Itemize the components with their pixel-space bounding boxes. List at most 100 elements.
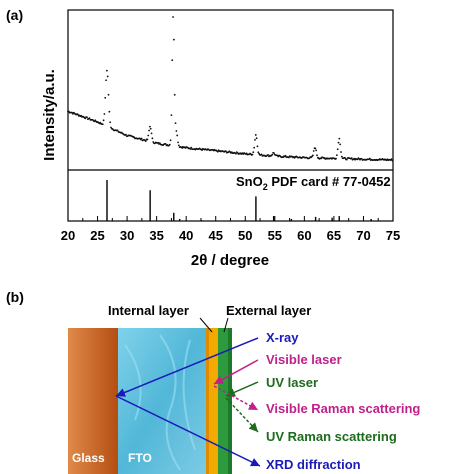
data-point [339, 143, 342, 146]
data-point [144, 140, 147, 143]
x-tick-label: 65 [327, 228, 341, 243]
data-point [140, 137, 143, 140]
x-ticks [67, 216, 394, 221]
data-point [316, 154, 318, 157]
data-point [257, 151, 260, 154]
data-point [335, 157, 337, 160]
xrd-beam [115, 395, 261, 467]
data-point [172, 38, 175, 41]
data-point [345, 158, 348, 161]
data-point [149, 125, 151, 128]
data-point [148, 129, 150, 132]
x-tick-label: 50 [238, 228, 252, 243]
data-point [252, 151, 255, 154]
data-point [104, 96, 107, 99]
data-point [94, 119, 97, 122]
data-point [350, 157, 353, 160]
external-layer-edge [228, 328, 232, 474]
uv-raman-beam [225, 397, 259, 433]
data-point [103, 113, 106, 115]
data-point [105, 69, 108, 72]
x-tick-label: 55 [268, 228, 282, 243]
data-point [174, 122, 177, 125]
data-point [201, 149, 203, 151]
data-point [273, 152, 275, 155]
internal-layer-label: Internal layer [108, 303, 189, 318]
data-point [254, 139, 256, 141]
data-point [312, 150, 315, 152]
data-point [107, 93, 110, 96]
data-point [190, 146, 193, 149]
x-tick-label: 60 [297, 228, 311, 243]
data-point [336, 148, 339, 151]
plot-frame [67, 9, 394, 222]
x-tick-label: 35 [149, 228, 163, 243]
data-point [267, 154, 270, 156]
data-point [176, 134, 179, 137]
ref-subscript: 2 [263, 182, 268, 192]
data-point [175, 130, 178, 132]
data-point [164, 143, 167, 145]
visible-raman-beam [213, 385, 259, 411]
data-point [125, 133, 127, 136]
reference-card-label: SnO2 PDF card # 77-0452 [236, 174, 391, 192]
data-point [315, 149, 318, 152]
x-tick-label: 75 [386, 228, 400, 243]
beam-label-uv-raman: UV Raman scattering [266, 429, 397, 444]
uv-laser-beam [225, 381, 259, 397]
data-point [335, 154, 338, 157]
data-point [256, 145, 259, 148]
data-point [338, 137, 341, 140]
xray-beam [115, 337, 259, 397]
beam-label-xray: X-ray [266, 330, 299, 345]
plot-area [67, 9, 394, 222]
external-leader [223, 317, 229, 333]
data-point [225, 150, 227, 153]
data-point [86, 116, 88, 119]
reference-sticks [106, 180, 372, 221]
visible-laser-beam [213, 359, 259, 385]
data-point [110, 126, 112, 129]
data-point [109, 121, 112, 124]
data-point [254, 134, 257, 136]
data-point [255, 137, 258, 140]
external-layer-label: External layer [226, 303, 311, 318]
data-point [287, 156, 290, 159]
data-point [189, 148, 192, 150]
data-point [149, 127, 152, 130]
data-point [314, 147, 317, 150]
data-point [340, 155, 343, 158]
data-point [391, 159, 394, 162]
data-point [152, 141, 155, 143]
data-point [253, 146, 256, 149]
data-point [173, 93, 176, 96]
data-point [216, 150, 219, 153]
data-point [337, 141, 340, 144]
data-point [177, 141, 179, 144]
x-tick-label: 25 [90, 228, 104, 243]
x-tick-label: 70 [356, 228, 370, 243]
data-point [101, 123, 104, 126]
data-point [108, 110, 111, 113]
beam-label-visible-raman: Visible Raman scattering [266, 401, 420, 416]
fto-layer [118, 328, 206, 474]
beam-label-visible-laser: Visible laser [266, 352, 342, 367]
data-point [77, 113, 79, 116]
data-point [151, 137, 154, 140]
glass-layer [68, 328, 118, 474]
data-point [311, 154, 314, 157]
fto-texture [124, 334, 196, 471]
data-point [105, 79, 107, 82]
beam-label-xrd: XRD diffraction [266, 457, 361, 472]
ref-rest: PDF card # 77-0452 [268, 174, 391, 189]
panel-b-label: (b) [6, 289, 24, 305]
data-point [369, 157, 371, 160]
data-point [146, 138, 149, 141]
data-point [235, 152, 237, 155]
x-axis-title: 2θ / degree [191, 252, 269, 269]
data-point [390, 158, 393, 161]
data-point [177, 144, 180, 147]
xrd-pattern [67, 16, 394, 162]
data-point [168, 143, 171, 146]
layer-schematic: Glass FTO Internal layer External layer … [68, 303, 420, 474]
